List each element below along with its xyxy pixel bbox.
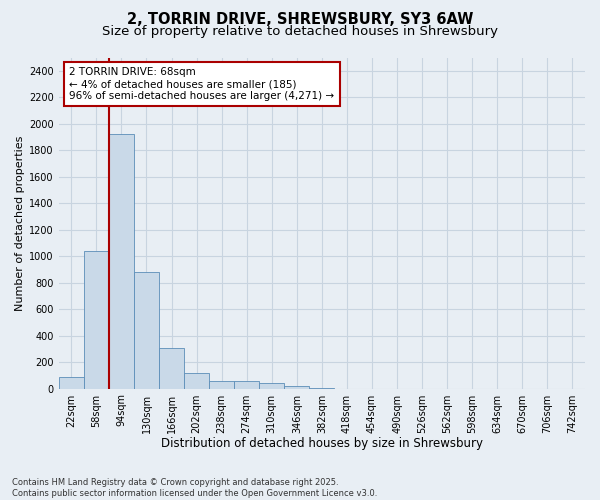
Text: Size of property relative to detached houses in Shrewsbury: Size of property relative to detached ho… xyxy=(102,25,498,38)
Bar xyxy=(159,348,184,389)
Bar xyxy=(234,382,259,388)
Bar xyxy=(209,380,234,388)
Bar xyxy=(284,386,310,388)
Text: 2, TORRIN DRIVE, SHREWSBURY, SY3 6AW: 2, TORRIN DRIVE, SHREWSBURY, SY3 6AW xyxy=(127,12,473,28)
Bar xyxy=(184,372,209,388)
X-axis label: Distribution of detached houses by size in Shrewsbury: Distribution of detached houses by size … xyxy=(161,437,483,450)
Bar xyxy=(134,272,159,388)
Text: 2 TORRIN DRIVE: 68sqm
← 4% of detached houses are smaller (185)
96% of semi-deta: 2 TORRIN DRIVE: 68sqm ← 4% of detached h… xyxy=(70,68,334,100)
Text: Contains HM Land Registry data © Crown copyright and database right 2025.
Contai: Contains HM Land Registry data © Crown c… xyxy=(12,478,377,498)
Bar xyxy=(109,134,134,388)
Y-axis label: Number of detached properties: Number of detached properties xyxy=(15,136,25,310)
Bar xyxy=(259,384,284,388)
Bar xyxy=(84,251,109,388)
Bar xyxy=(59,376,84,388)
